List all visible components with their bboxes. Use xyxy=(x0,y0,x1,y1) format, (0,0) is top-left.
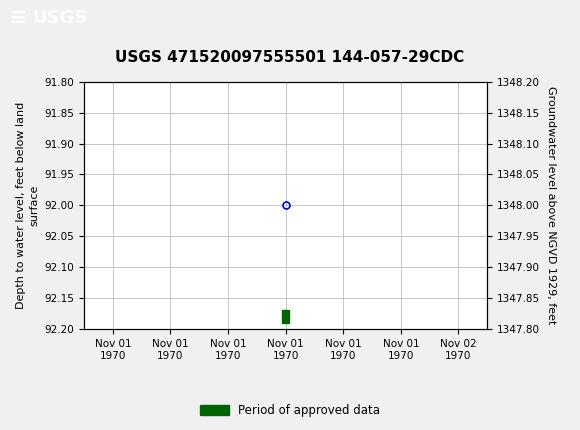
Text: USGS: USGS xyxy=(32,9,87,27)
Y-axis label: Depth to water level, feet below land
surface: Depth to water level, feet below land su… xyxy=(16,102,39,309)
Y-axis label: Groundwater level above NGVD 1929, feet: Groundwater level above NGVD 1929, feet xyxy=(546,86,556,325)
Bar xyxy=(282,310,289,323)
Text: ≡: ≡ xyxy=(9,8,27,28)
Legend: Period of approved data: Period of approved data xyxy=(195,399,385,422)
Text: USGS 471520097555501 144-057-29CDC: USGS 471520097555501 144-057-29CDC xyxy=(115,50,465,65)
